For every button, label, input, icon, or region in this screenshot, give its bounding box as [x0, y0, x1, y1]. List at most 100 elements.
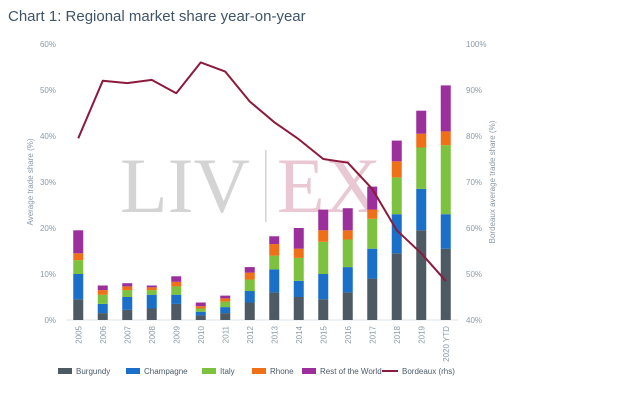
bar-segment — [391, 177, 402, 215]
legend-swatch — [202, 368, 216, 374]
bar-segment — [416, 110, 427, 134]
x-tick-label: 2011 — [221, 325, 230, 343]
bar-segment — [367, 209, 378, 219]
chart-title: Chart 1: Regional market share year-on-y… — [8, 8, 306, 25]
bar-segment — [342, 267, 353, 293]
bar-segment — [367, 218, 378, 249]
watermark-ex: EX — [277, 142, 381, 229]
bar-segment — [171, 303, 182, 320]
bar-segment — [367, 186, 378, 210]
bar-segment — [269, 244, 280, 256]
right-axis: 40% 50% 60% 70% 80% 90% 100% — [466, 40, 486, 325]
x-tick-label: 2018 — [393, 325, 402, 343]
bordeaux-line-path — [77, 61, 447, 282]
bar-segment — [342, 239, 353, 268]
bar-segment — [171, 294, 182, 304]
y2-tick-label: 80% — [466, 132, 482, 141]
bar-segment — [416, 230, 427, 320]
bar-segment — [122, 309, 133, 320]
x-axis-ticks: 2005 2006 2007 2008 2009 2010 2011 2012 2013 2014… — [74, 325, 451, 361]
bar-segment — [146, 308, 157, 320]
bar-segment — [244, 267, 255, 273]
y2-tick-label: 100% — [466, 40, 486, 49]
bar-segment — [391, 214, 402, 254]
bar-segment — [293, 280, 304, 297]
bar-segment — [220, 307, 231, 314]
bar-segment — [342, 292, 353, 320]
y-tick-label: 40% — [40, 132, 56, 141]
bar-segment — [416, 133, 427, 148]
legend-label: Rhone — [270, 367, 294, 376]
bar-segment — [195, 308, 206, 312]
x-tick-label: 2010 — [197, 325, 206, 343]
legend: Burgundy Champagne Italy Rhone Rest of the W… — [58, 367, 455, 376]
bar-segment — [269, 292, 280, 320]
bar-segment — [367, 248, 378, 279]
bar-segment — [171, 281, 182, 287]
bar-segment — [342, 230, 353, 240]
x-tick-label: 2016 — [344, 325, 353, 343]
x-tick-label: 2006 — [99, 325, 108, 343]
legend-label: Champagne — [144, 367, 188, 376]
y-tick-label: 60% — [40, 40, 56, 49]
bar-segment — [269, 269, 280, 293]
legend-label: Bordeaux (rhs) — [402, 367, 455, 376]
bar-segment — [122, 297, 133, 310]
bar-segment — [97, 303, 108, 314]
x-tick-label: 2015 — [319, 325, 328, 343]
bar-segment — [146, 290, 157, 295]
bar-segment — [73, 253, 84, 261]
bar-segment — [416, 188, 427, 231]
bar-segment — [244, 291, 255, 303]
bar-segment — [318, 299, 329, 320]
y2-tick-label: 70% — [466, 178, 482, 187]
bar-segment — [195, 315, 206, 320]
bar-segment — [220, 298, 231, 302]
bar-segment — [367, 278, 378, 320]
legend-label: Rest of the World — [320, 367, 382, 376]
bar-segment — [440, 214, 451, 249]
bar-segment — [269, 236, 280, 245]
x-tick-label: 2017 — [368, 325, 377, 343]
bar-segment — [391, 140, 402, 162]
legend-swatch — [302, 368, 316, 374]
bar-segment — [73, 260, 84, 274]
bar-segment — [318, 241, 329, 274]
x-tick-label: 2014 — [295, 325, 304, 343]
bar-segment — [122, 283, 133, 287]
bar-segment — [146, 287, 157, 291]
bar-segment — [97, 290, 108, 295]
bar-segment — [146, 294, 157, 309]
bar-segment — [318, 230, 329, 242]
y-axis-label: Average trade share (%) — [26, 138, 35, 225]
bar-segment — [391, 161, 402, 178]
x-tick-label: 2007 — [123, 325, 132, 343]
bar-segment — [220, 295, 231, 299]
bar-segment — [440, 131, 451, 146]
legend-label: Burgundy — [76, 367, 110, 376]
bar-segment — [391, 253, 402, 320]
bar-segment — [440, 85, 451, 132]
stacked-bars — [73, 85, 451, 320]
bar-segment — [122, 290, 133, 297]
y2-tick-label: 50% — [466, 270, 482, 279]
bar-segment — [293, 248, 304, 258]
y2-axis-label: Bordeaux average trade share (%) — [488, 120, 497, 243]
bar-segment — [440, 248, 451, 320]
bar-segment — [73, 299, 84, 320]
bar-segment — [146, 285, 157, 288]
bar-segment — [244, 279, 255, 292]
x-tick-label: 2012 — [246, 325, 255, 343]
bar-segment — [122, 286, 133, 291]
y-tick-label: 20% — [40, 224, 56, 233]
watermark-liv: LIV — [120, 142, 250, 229]
bar-segment — [171, 276, 182, 282]
bar-segment — [416, 147, 427, 189]
y2-tick-label: 60% — [466, 224, 482, 233]
y-tick-label: 10% — [40, 270, 56, 279]
bar-segment — [244, 302, 255, 320]
y2-tick-label: 90% — [466, 86, 482, 95]
bar-segment — [73, 274, 84, 300]
bar-segment — [195, 306, 206, 309]
